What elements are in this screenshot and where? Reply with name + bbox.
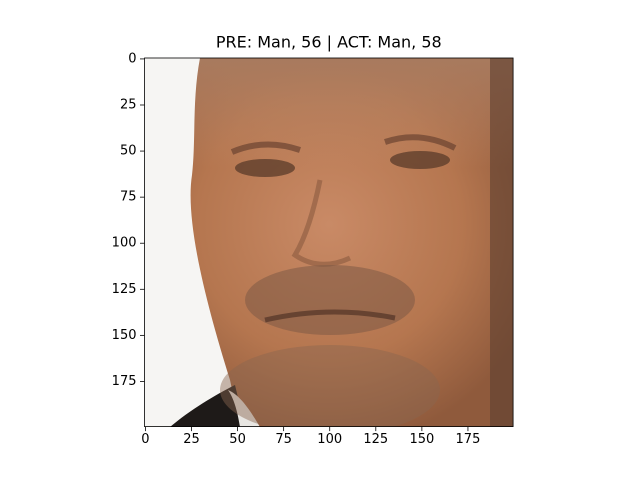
y-tick-label: 150 [112, 328, 137, 343]
image [144, 58, 514, 427]
y-tick-label: 50 [120, 144, 137, 159]
x-tick-label: 50 [229, 432, 246, 447]
x-tick-label: 100 [317, 432, 342, 447]
y-tick-label: 175 [112, 374, 137, 389]
x-tick-label: 150 [409, 432, 434, 447]
x-tick-label: 0 [141, 432, 149, 447]
x-tick-label: 125 [363, 432, 388, 447]
x-tick-label: 75 [275, 432, 292, 447]
x-tick-label: 175 [456, 432, 481, 447]
y-tick-label: 100 [112, 236, 137, 251]
chart-title: PRE: Man, 56 | ACT: Man, 58 [216, 33, 442, 52]
x-tick-label: 25 [183, 432, 200, 447]
y-tick-label: 125 [112, 282, 137, 297]
y-tick-label: 25 [120, 97, 137, 112]
axes-frame [144, 57, 514, 428]
y-tick-label: 0 [128, 51, 136, 66]
y-tick-label: 75 [120, 190, 137, 205]
